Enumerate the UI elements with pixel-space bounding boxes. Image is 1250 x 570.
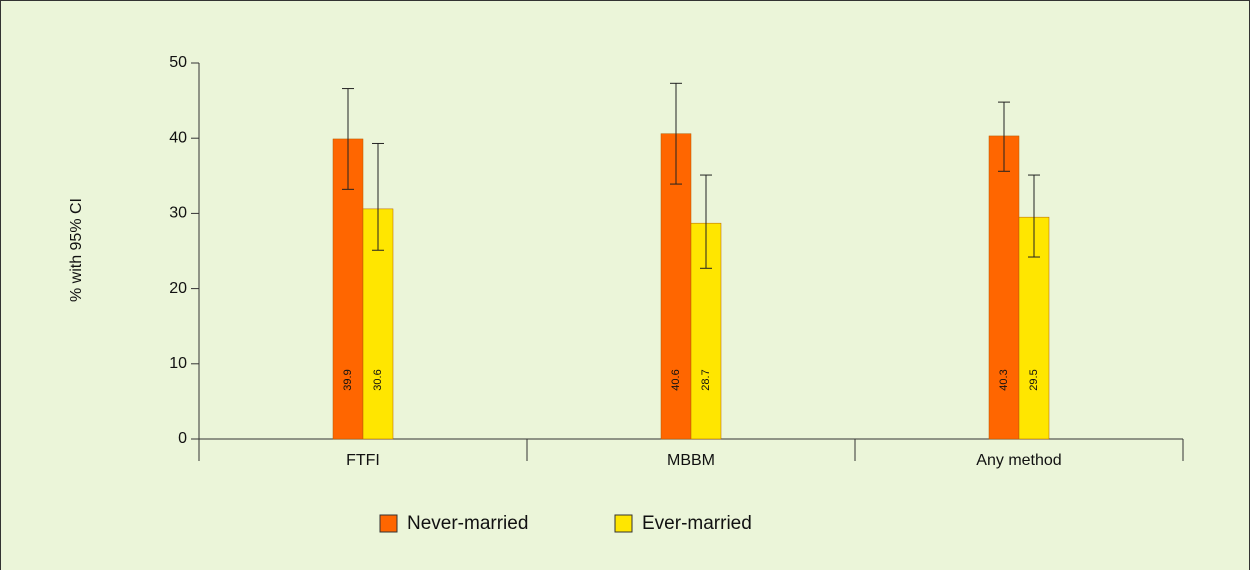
y-tick-label: 0: [178, 430, 187, 447]
y-tick-label: 20: [169, 280, 187, 297]
value-label: 40.6: [670, 369, 682, 390]
y-tick-label: 10: [169, 355, 187, 372]
y-axis-label: % with 95% CI: [68, 198, 85, 302]
value-label: 39.9: [342, 369, 354, 390]
x-tick-label: FTFI: [346, 452, 380, 469]
value-label: 29.5: [1028, 369, 1040, 390]
value-label: 40.3: [998, 369, 1010, 390]
legend-label: Ever-married: [642, 513, 752, 534]
legend-swatch: [614, 514, 633, 533]
value-label: 30.6: [372, 369, 384, 390]
y-tick-label: 40: [169, 129, 187, 146]
x-tick-label: MBBM: [667, 452, 715, 469]
y-tick-label: 30: [169, 205, 187, 222]
legend-swatch: [379, 514, 398, 533]
x-tick-label: Any method: [976, 452, 1061, 469]
legend-label: Never-married: [407, 513, 528, 534]
bar: [988, 135, 1020, 440]
y-tick-label: 50: [169, 54, 187, 71]
value-label: 28.7: [700, 369, 712, 390]
